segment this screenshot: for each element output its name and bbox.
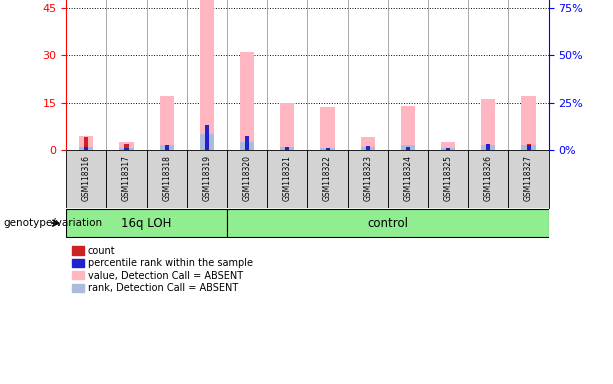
Text: GSM118320: GSM118320 bbox=[243, 155, 251, 201]
Bar bbox=[527, 145, 530, 150]
Bar bbox=[522, 145, 536, 150]
Bar bbox=[85, 137, 88, 150]
Text: GSM118316: GSM118316 bbox=[82, 155, 91, 201]
Bar bbox=[159, 96, 173, 150]
FancyBboxPatch shape bbox=[307, 150, 348, 208]
Text: genotype/variation: genotype/variation bbox=[3, 218, 102, 228]
Bar bbox=[522, 96, 536, 150]
FancyBboxPatch shape bbox=[227, 209, 549, 237]
Legend: count, percentile rank within the sample, value, Detection Call = ABSENT, rank, : count, percentile rank within the sample… bbox=[71, 245, 254, 294]
Bar bbox=[401, 106, 415, 150]
Bar bbox=[124, 144, 129, 150]
Bar bbox=[486, 144, 490, 150]
Bar bbox=[441, 142, 455, 150]
FancyBboxPatch shape bbox=[147, 150, 187, 208]
Bar bbox=[401, 145, 415, 150]
FancyBboxPatch shape bbox=[227, 150, 267, 208]
Bar bbox=[280, 103, 294, 150]
FancyBboxPatch shape bbox=[428, 150, 468, 208]
Text: GSM118327: GSM118327 bbox=[524, 155, 533, 201]
Text: 16q LOH: 16q LOH bbox=[121, 217, 172, 230]
Text: GSM118326: GSM118326 bbox=[484, 155, 493, 201]
FancyBboxPatch shape bbox=[348, 150, 388, 208]
Bar bbox=[446, 149, 450, 150]
Bar bbox=[200, 134, 214, 150]
Bar bbox=[200, 0, 214, 150]
Bar bbox=[205, 125, 209, 150]
FancyBboxPatch shape bbox=[267, 150, 307, 208]
Bar bbox=[79, 136, 93, 150]
Text: GSM118318: GSM118318 bbox=[162, 155, 171, 200]
Bar bbox=[406, 147, 410, 150]
Bar bbox=[360, 137, 375, 150]
Bar bbox=[85, 147, 88, 150]
FancyBboxPatch shape bbox=[66, 209, 227, 237]
Text: GSM118322: GSM118322 bbox=[323, 155, 332, 200]
Bar bbox=[240, 142, 254, 150]
Bar bbox=[321, 149, 335, 150]
Bar bbox=[285, 147, 289, 150]
Bar bbox=[280, 147, 294, 150]
FancyBboxPatch shape bbox=[508, 150, 549, 208]
Bar bbox=[481, 145, 495, 150]
Text: GSM118324: GSM118324 bbox=[403, 155, 413, 201]
Bar bbox=[527, 144, 530, 150]
Bar bbox=[240, 52, 254, 150]
Bar bbox=[79, 147, 93, 150]
Bar bbox=[326, 149, 330, 150]
Text: GSM118317: GSM118317 bbox=[122, 155, 131, 201]
Text: GSM118325: GSM118325 bbox=[444, 155, 452, 201]
FancyBboxPatch shape bbox=[107, 150, 147, 208]
Text: GSM118319: GSM118319 bbox=[202, 155, 211, 201]
Text: control: control bbox=[367, 217, 408, 230]
Bar bbox=[120, 142, 134, 150]
Text: GSM118321: GSM118321 bbox=[283, 155, 292, 200]
Bar bbox=[165, 145, 169, 150]
FancyBboxPatch shape bbox=[66, 150, 107, 208]
FancyBboxPatch shape bbox=[468, 150, 508, 208]
Bar bbox=[441, 149, 455, 150]
Bar bbox=[360, 147, 375, 150]
FancyBboxPatch shape bbox=[187, 150, 227, 208]
Bar bbox=[366, 146, 370, 150]
Bar bbox=[481, 99, 495, 150]
FancyBboxPatch shape bbox=[388, 150, 428, 208]
Bar bbox=[159, 145, 173, 150]
Text: GSM118323: GSM118323 bbox=[364, 155, 372, 201]
Bar bbox=[120, 149, 134, 150]
Bar bbox=[124, 149, 129, 150]
Bar bbox=[321, 108, 335, 150]
Bar bbox=[245, 136, 249, 150]
